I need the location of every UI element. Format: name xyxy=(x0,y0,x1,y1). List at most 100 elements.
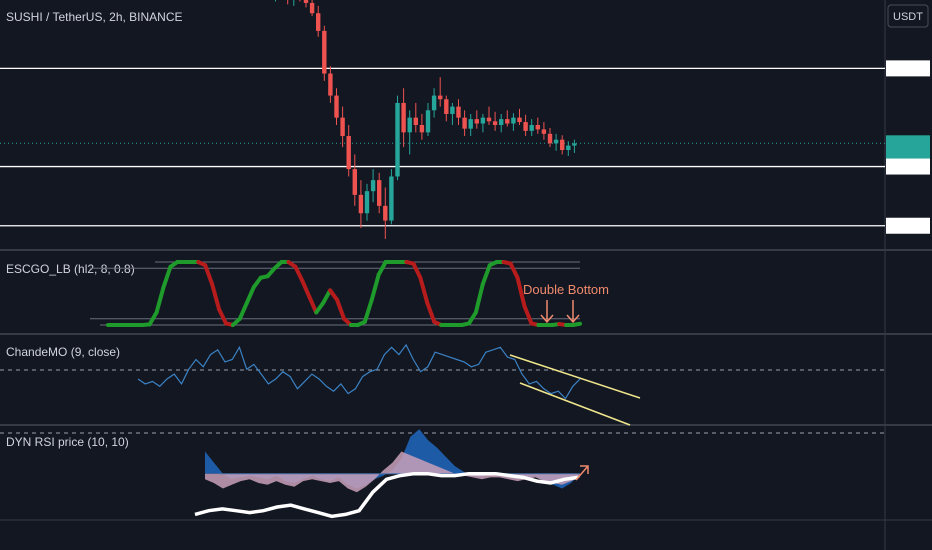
escgo-segment xyxy=(425,300,437,324)
dyn-rsi-title: DYN RSI price (10, 10) xyxy=(6,435,129,449)
trendline-upper[interactable] xyxy=(509,354,641,399)
escgo-segment xyxy=(335,297,346,321)
dyn-rsi-areas xyxy=(205,429,580,493)
trendline-lower[interactable] xyxy=(519,382,631,426)
candle-body xyxy=(547,133,553,144)
candle-body xyxy=(492,121,498,125)
candle-body xyxy=(346,136,351,170)
escgo-segment xyxy=(522,304,534,326)
escgo-segment xyxy=(161,264,173,290)
price-axis[interactable]: USDT xyxy=(886,4,930,234)
candle-body xyxy=(438,95,443,100)
escgo-segment xyxy=(480,263,492,287)
escgo-segment xyxy=(203,263,215,287)
price-tag xyxy=(886,60,930,77)
candle-body xyxy=(383,205,388,221)
escgo-segment xyxy=(321,288,333,305)
dyn-rsi-pane[interactable]: DYN RSI price (10, 10) xyxy=(0,429,885,519)
price-tag xyxy=(886,158,930,175)
dyn-rsi-pink-area xyxy=(205,451,580,493)
candle-body xyxy=(505,119,510,124)
escgo-segment xyxy=(210,282,222,312)
candle-body xyxy=(553,139,559,144)
candle-body xyxy=(316,13,321,31)
chande-polyline xyxy=(137,343,581,400)
chart-title: SUSHI / TetherUS, 2h, BINANCE xyxy=(6,10,183,24)
escgo-segment xyxy=(217,307,228,326)
candle-body xyxy=(401,102,406,133)
dyn-rsi-white-polyline xyxy=(194,471,579,519)
candle-body xyxy=(389,176,394,221)
candle-body xyxy=(535,125,540,130)
candle-body xyxy=(431,95,437,111)
price-tags xyxy=(886,60,930,234)
candle-body xyxy=(560,139,565,150)
candle-body xyxy=(529,125,534,131)
price-tag xyxy=(886,217,930,234)
escgo-oscillator xyxy=(106,260,582,327)
up-arrow-icon xyxy=(575,465,589,481)
candle-body xyxy=(486,117,492,122)
candle-body xyxy=(370,180,376,192)
candle-body xyxy=(407,117,412,133)
candle-body xyxy=(413,117,418,125)
escgo-segment xyxy=(307,294,319,315)
candle-body xyxy=(309,2,315,14)
chande-pane[interactable]: ChandeMO (9, close) xyxy=(0,343,885,426)
candle-body xyxy=(468,119,473,129)
escgo-segment xyxy=(411,261,423,280)
candle-body xyxy=(322,30,327,74)
candle-body xyxy=(358,194,364,214)
double-bottom-arrows xyxy=(540,300,580,324)
escgo-segment xyxy=(466,310,478,326)
candle-body xyxy=(377,180,382,206)
price-pane[interactable]: SUSHI / TetherUS, 2h, BINANCE xyxy=(0,0,885,239)
candle-body xyxy=(328,73,333,96)
candle-body xyxy=(340,117,345,137)
horizontal-levels[interactable] xyxy=(0,67,885,227)
candle-body xyxy=(334,95,339,118)
escgo-segment xyxy=(571,321,582,327)
chande-line xyxy=(137,343,581,400)
currency-label: USDT xyxy=(893,11,923,23)
escgo-segment xyxy=(515,275,527,309)
escgo-segment xyxy=(418,275,430,305)
escgo-segment xyxy=(508,261,520,280)
price-tag xyxy=(886,144,930,161)
candle-body xyxy=(523,122,528,131)
candle-body xyxy=(462,117,467,129)
escgo-segment xyxy=(154,285,166,315)
chande-title: ChandeMO (9, close) xyxy=(6,345,120,359)
escgo-segment xyxy=(237,300,249,321)
candle-body xyxy=(352,169,357,195)
escgo-segment xyxy=(362,297,374,324)
down-arrow-icon xyxy=(540,300,554,324)
candle-body xyxy=(364,191,370,214)
up-arrow-annotation xyxy=(575,465,589,481)
escgo-segment xyxy=(376,260,388,277)
escgo-title: ESCGO_LB (hl2, 8, 0.8) xyxy=(6,262,135,276)
candle-body xyxy=(444,99,449,114)
escgo-segment xyxy=(147,310,159,327)
candlesticks xyxy=(275,0,577,239)
candle-body xyxy=(456,106,461,118)
candle-body xyxy=(450,106,455,114)
candle-body xyxy=(572,143,577,146)
escgo-segment xyxy=(300,278,312,299)
candle-body xyxy=(425,110,431,133)
currency-button[interactable] xyxy=(887,4,929,28)
candle-body xyxy=(480,117,486,124)
escgo-segment xyxy=(473,282,485,315)
candle-body xyxy=(517,117,522,123)
escgo-segment xyxy=(369,272,381,302)
candle-body xyxy=(511,117,516,124)
dyn-rsi-white-line xyxy=(194,471,579,519)
escgo-pane[interactable]: ESCGO_LB (hl2, 8, 0.8) Double Bottom xyxy=(6,260,609,327)
candle-body xyxy=(541,129,547,134)
down-arrow-icon xyxy=(566,300,580,324)
candle-body xyxy=(419,125,425,133)
double-bottom-annotation: Double Bottom xyxy=(523,282,609,297)
escgo-segment xyxy=(293,264,305,283)
